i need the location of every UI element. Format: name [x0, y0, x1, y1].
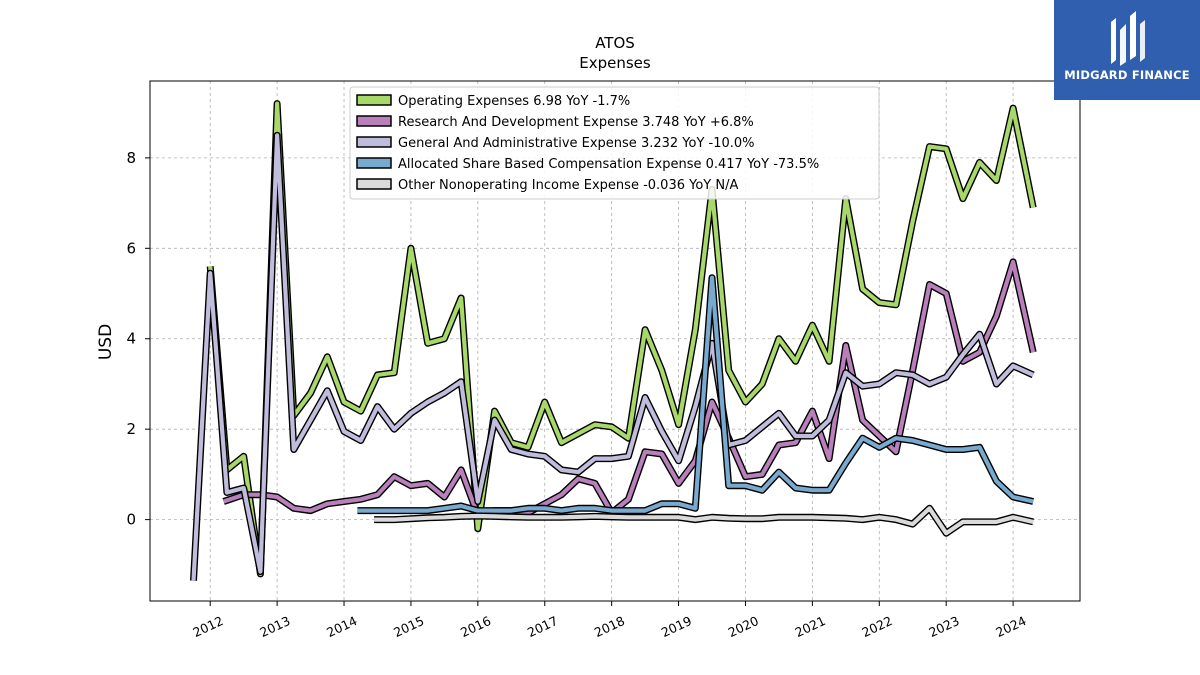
- series-line-1: [222, 258, 1037, 519]
- x-tick-label: 2022: [859, 613, 894, 640]
- x-tick-label: 2013: [257, 613, 292, 640]
- series-stroke: [208, 101, 1036, 577]
- x-tick-label: 2021: [793, 613, 828, 640]
- brand-logo-text: MIDGARD FINANCE: [1064, 68, 1190, 82]
- logo-mark-icon: [1111, 11, 1145, 66]
- series-stroke: [222, 259, 1036, 518]
- x-tick-label: 2020: [726, 613, 761, 640]
- series-line-2: [190, 131, 1035, 581]
- legend-box: [349, 86, 880, 200]
- y-tick-label: 8: [126, 149, 136, 167]
- series-line-0: [206, 100, 1037, 578]
- chart-subtitle: Expenses: [579, 54, 651, 72]
- legend-label: General And Administrative Expense 3.232…: [398, 136, 755, 151]
- x-tick-label: 2018: [592, 613, 627, 640]
- series-line-4: [374, 504, 1034, 537]
- legend-swatch: [356, 178, 392, 190]
- y-tick-label: 2: [126, 420, 136, 438]
- x-tick-label: 2019: [659, 613, 694, 640]
- x-tick-label: 2014: [324, 613, 359, 640]
- x-tick-label: 2016: [458, 613, 493, 640]
- y-tick-label: 4: [126, 330, 136, 348]
- x-tick-label: 2017: [525, 613, 560, 640]
- series-stroke: [191, 133, 1035, 581]
- y-tick-label: 0: [126, 511, 136, 529]
- plot-frame: [149, 80, 1081, 602]
- legend-label: Other Nonoperating Income Expense -0.036…: [398, 178, 738, 193]
- legend-swatch: [356, 115, 392, 127]
- series-layer: [190, 100, 1037, 581]
- brand-logo: MIDGARD FINANCE: [1054, 0, 1200, 100]
- legend-label: Research And Development Expense 3.748 Y…: [398, 115, 754, 130]
- y-tick-label: 6: [126, 239, 136, 257]
- x-tick-label: 2012: [190, 613, 225, 640]
- series-line-3: [357, 274, 1034, 515]
- legend-label: Allocated Share Based Compensation Expen…: [398, 157, 819, 172]
- x-tick-label: 2023: [926, 613, 961, 640]
- x-tick-label: 2024: [993, 613, 1028, 640]
- legend-swatch: [356, 94, 392, 106]
- series-stroke: [357, 275, 1034, 513]
- series-outline: [222, 258, 1037, 519]
- legend: Operating Expenses 6.98 YoY -1.7% Researc…: [349, 86, 880, 200]
- chart-title: ATOS: [595, 34, 635, 52]
- x-tick-label: 2015: [391, 613, 426, 640]
- y-axis-label: USD: [96, 324, 116, 360]
- legend-swatch: [356, 136, 392, 148]
- series-stroke: [374, 506, 1034, 536]
- legend-swatch: [356, 157, 392, 169]
- legend-label: Operating Expenses 6.98 YoY -1.7%: [398, 94, 630, 109]
